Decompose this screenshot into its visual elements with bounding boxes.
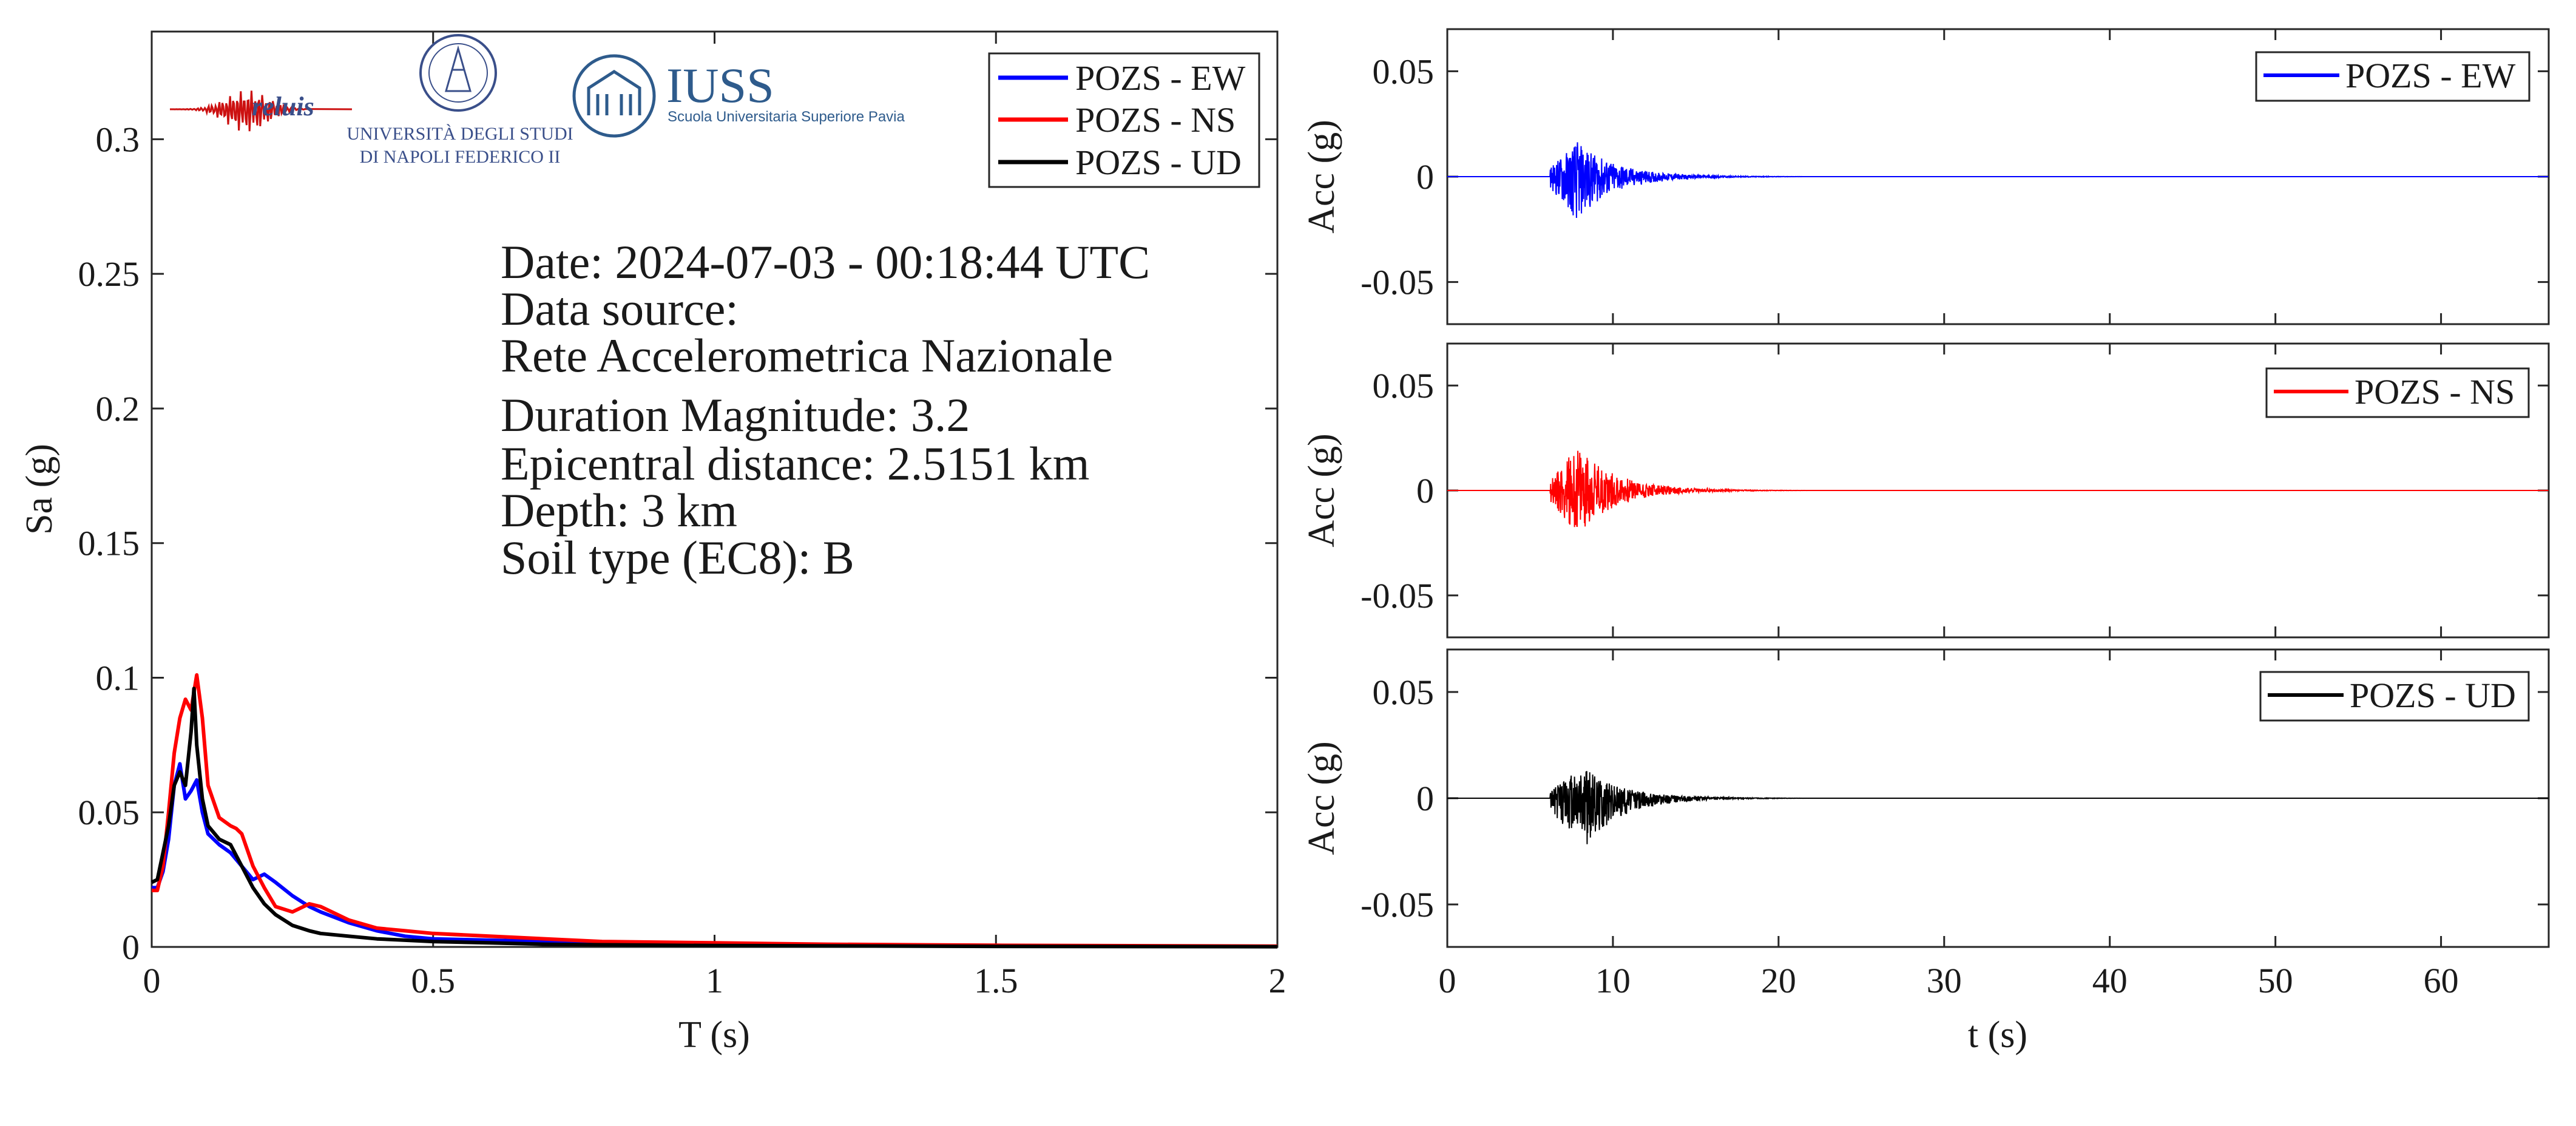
accelerogram-x-tick-label: 40 <box>2092 961 2128 1000</box>
accelerogram-x-tick-label: 10 <box>1595 961 1631 1000</box>
accelerogram-ew-chart: -0.05 0 0.05 Acc (g) POZS - EW <box>1301 28 2550 325</box>
spectrum-x-tick-label: 0.5 <box>411 961 456 1000</box>
event-magnitude: Duration Magnitude: 3.2 <box>501 388 970 441</box>
legend-label-ns: POZS - NS <box>1075 100 1236 140</box>
data-source-name: Rete Accelerometrica Nazionale <box>501 329 1113 382</box>
accelerogram-ns-y-tick-label: 0.05 <box>1373 366 1435 405</box>
spectrum-line-ud <box>150 687 1278 949</box>
accelerogram-ns-trace <box>1447 450 2549 527</box>
unina-seal-icon <box>419 34 497 112</box>
spectrum-x-tick-label: 0 <box>143 961 161 1000</box>
accelerogram-x-tick-label: 30 <box>1927 961 1962 1000</box>
unina-logo-line2: DI NAPOLI FEDERICO II <box>360 147 561 167</box>
accelerogram-ud-y-axis-label: Acc (g) <box>1301 741 1342 855</box>
iuss-emblem-icon <box>572 54 656 138</box>
accelerogram-ew-ticks: -0.05 0 0.05 <box>1361 29 2549 324</box>
accelerogram-ns-y-axis-label: Acc (g) <box>1301 433 1342 548</box>
accelerogram-ud-y-tick-label: -0.05 <box>1361 885 1434 924</box>
soil-type: Soil type (EC8): B <box>501 531 854 584</box>
accelerogram-ew-trace <box>1447 142 2549 219</box>
event-date: Date: 2024-07-03 - 00:18:44 UTC <box>501 236 1150 288</box>
accelerogram-ns-chart: -0.05 0 0.05 Acc (g) POZS - NS <box>1301 342 2550 639</box>
spectrum-line-ns <box>152 673 1278 948</box>
legend-label-ud: POZS - UD <box>1075 143 1242 182</box>
accelerogram-ns-legend-label: POZS - NS <box>2355 372 2515 412</box>
accelerogram-ud-trace <box>1447 771 2549 844</box>
accelerogram-ud-y-tick-label: 0.05 <box>1373 673 1435 712</box>
spectrum-y-tick-label: 0 <box>122 928 140 967</box>
iuss-logo: IUSS Scuola Universitaria Superiore Pavi… <box>572 54 905 138</box>
response-spectrum-chart: 0 0.5 1 1.5 2 0 0.05 0.1 0.15 0.2 0.25 0.3 T (s) Sa… <box>19 30 1286 1056</box>
spectrum-y-tick-label: 0.25 <box>78 254 140 294</box>
reluis-logo: reluis <box>170 90 353 132</box>
spectrum-y-tick-label: 0.15 <box>78 524 140 563</box>
reluis-wave-icon <box>170 90 353 132</box>
accelerogram-x-tick-label: 20 <box>1761 961 1796 1000</box>
spectrum-y-tick-label: 0.2 <box>96 389 140 429</box>
spectrum-legend: POZS - EW POZS - NS POZS - UD <box>988 52 1260 188</box>
accelerogram-x-tick-label: 60 <box>2424 961 2459 1000</box>
event-depth: Depth: 3 km <box>501 484 737 537</box>
spectrum-line-ew <box>152 762 1278 949</box>
spectrum-x-axis-label: T (s) <box>678 1014 750 1056</box>
spectrum-ticks: 0 0.5 1 1.5 2 0 0.05 0.1 0.15 0.2 0.25 0.3 <box>78 32 1286 1000</box>
iuss-logo-text: IUSS <box>666 58 774 113</box>
accelerogram-x-tick-label: 50 <box>2258 961 2293 1000</box>
accelerogram-ew-legend-label: POZS - EW <box>2345 56 2516 95</box>
spectrum-y-tick-label: 0.1 <box>96 658 140 697</box>
accelerogram-ew-y-axis-label: Acc (g) <box>1301 120 1342 234</box>
accelerogram-ud-y-tick-label: 0 <box>1416 779 1434 818</box>
unina-logo: UNIVERSITÀ DEGLI STUDI DI NAPOLI FEDERIC… <box>347 34 573 167</box>
accelerogram-ns-y-tick-label: 0 <box>1416 471 1434 510</box>
spectrum-y-tick-label: 0.05 <box>78 793 140 832</box>
accelerogram-ns-ticks: -0.05 0 0.05 <box>1361 344 2549 637</box>
reluis-logo-text: reluis <box>252 92 314 121</box>
accelerogram-ns-legend <box>2265 367 2530 418</box>
iuss-logo-subtitle: Scuola Universitaria Superiore Pavia <box>668 109 905 125</box>
spectrum-x-tick-label: 1 <box>706 961 723 1000</box>
accelerogram-x-axis-label: t (s) <box>1968 1014 2027 1056</box>
accelerogram-ew-y-tick-label: 0 <box>1416 157 1434 197</box>
data-source-label: Data source: <box>501 282 739 335</box>
accelerogram-ew-y-tick-label: 0.05 <box>1373 52 1435 91</box>
accelerogram-ns-y-tick-label: -0.05 <box>1361 576 1434 616</box>
spectrum-y-axis-label: Sa (g) <box>19 444 60 535</box>
accelerogram-x-tick-label: 0 <box>1439 961 1456 1000</box>
epicentral-distance: Epicentral distance: 2.5151 km <box>501 437 1089 490</box>
spectrum-x-tick-label: 1.5 <box>974 961 1018 1000</box>
spectrum-x-tick-label: 2 <box>1269 961 1286 1000</box>
accelerogram-ew-y-tick-label: -0.05 <box>1361 263 1434 302</box>
legend-label-ew: POZS - EW <box>1075 58 1246 98</box>
accelerogram-ud-legend-label: POZS - UD <box>2350 676 2516 715</box>
event-info-block: Date: 2024-07-03 - 00:18:44 UTC Data sou… <box>501 236 1150 584</box>
unina-logo-line1: UNIVERSITÀ DEGLI STUDI <box>347 124 573 144</box>
spectrum-series-lines <box>150 673 1278 949</box>
spectrum-y-tick-label: 0.3 <box>96 120 140 159</box>
